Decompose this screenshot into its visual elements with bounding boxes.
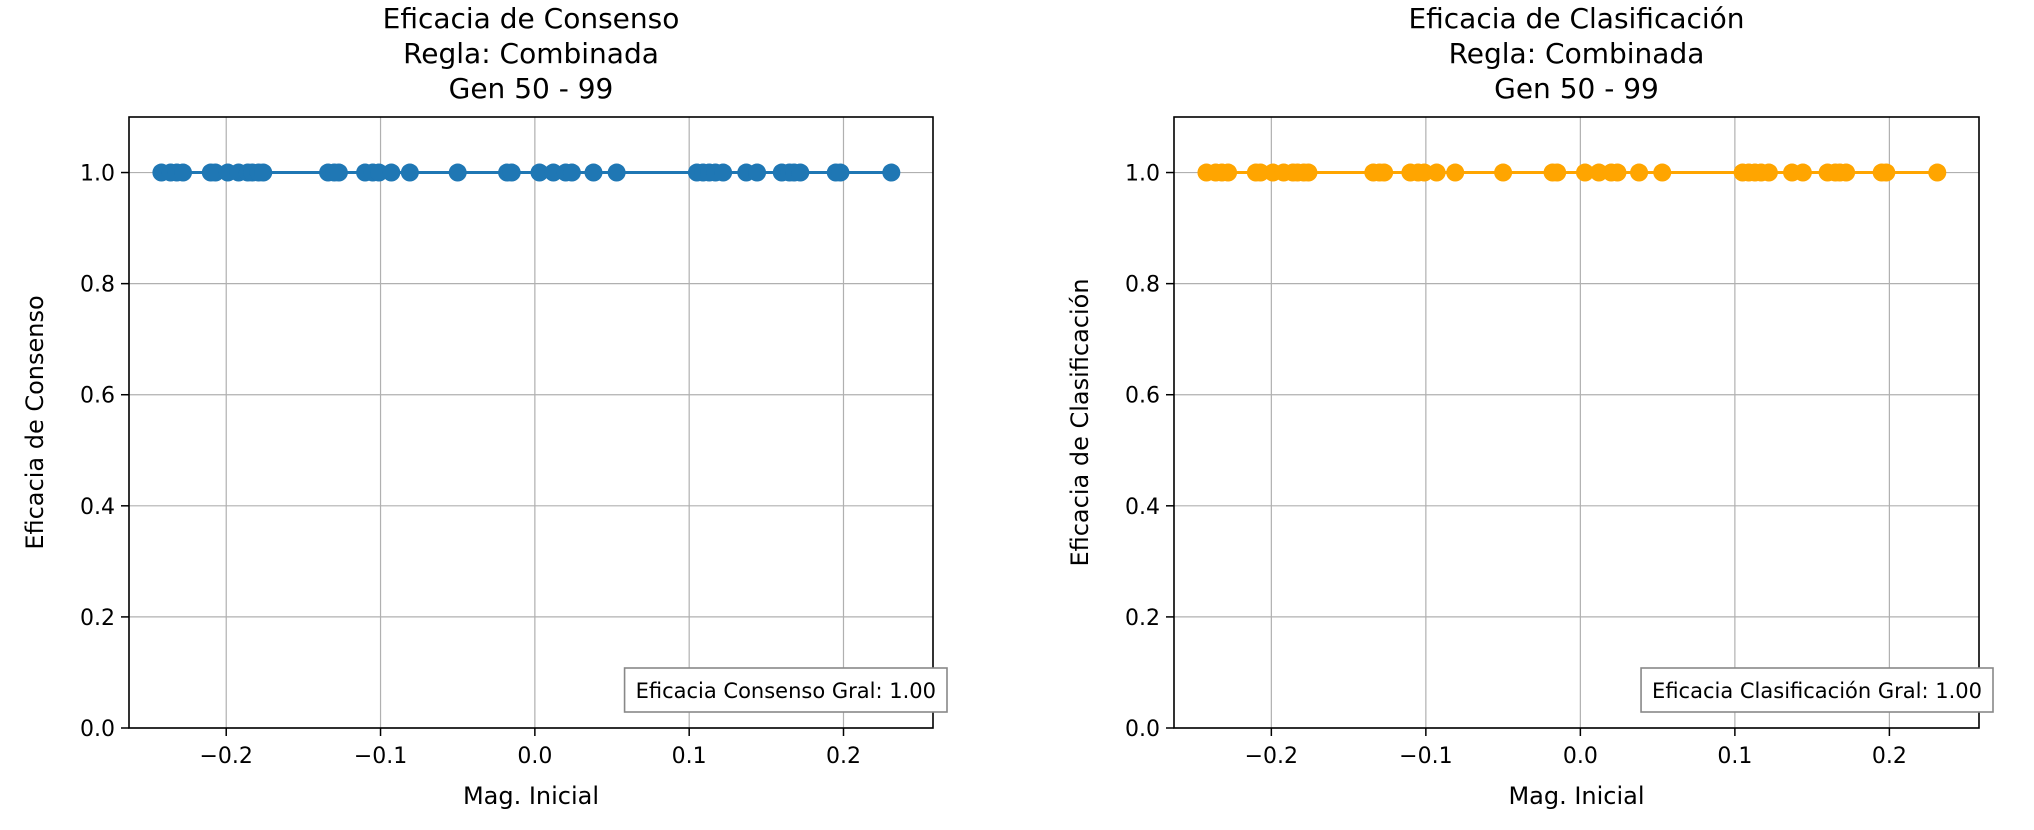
y-tick-label: 0.6 [1125,384,1160,409]
data-point [1446,163,1465,182]
data-point [1928,163,1947,182]
x-tick-label: −0.2 [1245,744,1298,769]
x-tick-label: −0.1 [354,744,407,769]
data-point [382,163,401,182]
plot-frame [1173,116,1980,729]
x-tick-label: 0.0 [517,744,552,769]
data-point [206,163,225,182]
data-point [174,163,193,182]
data-point [1548,163,1567,182]
plot-frame [128,116,934,729]
y-tick-label: 1.0 [1125,162,1160,187]
y-axis-label: Eficacia de Clasificación [1066,278,1094,566]
data-point [1877,163,1896,182]
y-tick-label: 0.4 [1125,495,1160,520]
y-tick-label: 0.2 [80,606,115,631]
data-point [584,163,603,182]
data-point [1837,163,1856,182]
x-tick-label: 0.2 [1872,744,1907,769]
data-point [1427,163,1446,182]
data-point [882,163,901,182]
annotation-text: Eficacia Clasificación Gral: 1.00 [1652,679,1982,703]
data-point [448,163,467,182]
y-tick-label: 1.0 [80,162,115,187]
data-point [1494,163,1513,182]
x-tick-label: −0.1 [1399,744,1452,769]
chart-title-line: Gen 50 - 99 [1494,72,1659,105]
chart-title-line: Regla: Combinada [1449,37,1705,70]
data-point [400,163,419,182]
annotation-box [623,667,948,713]
data-point [1375,163,1394,182]
data-point [1793,163,1812,182]
y-tick-label: 0.8 [1125,273,1160,298]
data-point [544,163,563,182]
data-point [530,163,549,182]
data-point [1251,163,1270,182]
x-axis-label: Mag. Inicial [1508,782,1644,810]
chart-title-line: Eficacia de Clasificación [1408,2,1744,35]
data-point [329,163,348,182]
data-point [1299,163,1318,182]
data-point [502,163,521,182]
chart-title-line: Regla: Combinada [403,37,659,70]
annotation-box [1640,667,1994,713]
y-tick-label: 0.4 [80,495,115,520]
x-axis-label: Mag. Inicial [463,782,599,810]
x-tick-label: 0.0 [1563,744,1598,769]
chart-title-line: Gen 50 - 99 [449,72,614,105]
y-tick-label: 0.2 [1125,606,1160,631]
y-tick-label: 0.0 [80,717,115,742]
x-tick-label: 0.2 [826,744,861,769]
data-point [714,163,733,182]
data-point [562,163,581,182]
y-tick-label: 0.0 [1125,717,1160,742]
data-point [831,163,850,182]
x-tick-label: −0.2 [200,744,253,769]
data-point [1219,163,1238,182]
data-point [791,163,810,182]
y-axis-label: Eficacia de Consenso [21,295,49,549]
x-tick-label: 0.1 [672,744,707,769]
annotation-text: Eficacia Consenso Gral: 1.00 [636,679,936,703]
chart-title-line: Eficacia de Consenso [383,2,680,35]
data-point [1759,163,1778,182]
data-point [1575,163,1594,182]
data-point [1589,163,1608,182]
data-point [748,163,767,182]
data-point [607,163,626,182]
y-tick-label: 0.8 [80,273,115,298]
x-tick-label: 0.1 [1717,744,1752,769]
data-point [1630,163,1649,182]
data-point [369,163,388,182]
data-point [1415,163,1434,182]
data-point [1653,163,1672,182]
y-tick-label: 0.6 [80,384,115,409]
data-point [254,163,273,182]
data-point [1608,163,1627,182]
